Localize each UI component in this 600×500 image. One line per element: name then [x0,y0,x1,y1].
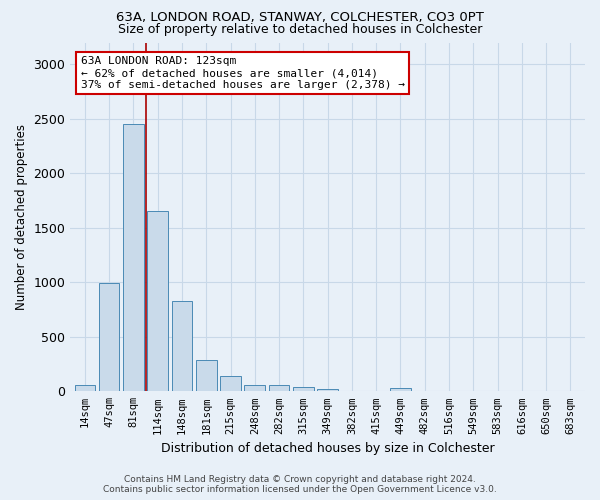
Bar [293,387,314,392]
Bar [123,124,144,392]
Text: Size of property relative to detached houses in Colchester: Size of property relative to detached ho… [118,22,482,36]
X-axis label: Distribution of detached houses by size in Colchester: Distribution of detached houses by size … [161,442,494,455]
Text: Contains HM Land Registry data © Crown copyright and database right 2024.
Contai: Contains HM Land Registry data © Crown c… [103,474,497,494]
Bar [99,284,119,392]
Text: 63A, LONDON ROAD, STANWAY, COLCHESTER, CO3 0PT: 63A, LONDON ROAD, STANWAY, COLCHESTER, C… [116,11,484,24]
Bar [244,386,265,392]
Bar [148,212,168,392]
Bar [390,388,411,392]
Bar [74,385,95,392]
Text: 63A LONDON ROAD: 123sqm
← 62% of detached houses are smaller (4,014)
37% of semi: 63A LONDON ROAD: 123sqm ← 62% of detache… [80,56,404,90]
Bar [172,301,192,392]
Bar [220,376,241,392]
Y-axis label: Number of detached properties: Number of detached properties [15,124,28,310]
Bar [269,386,289,392]
Bar [317,389,338,392]
Bar [196,360,217,392]
